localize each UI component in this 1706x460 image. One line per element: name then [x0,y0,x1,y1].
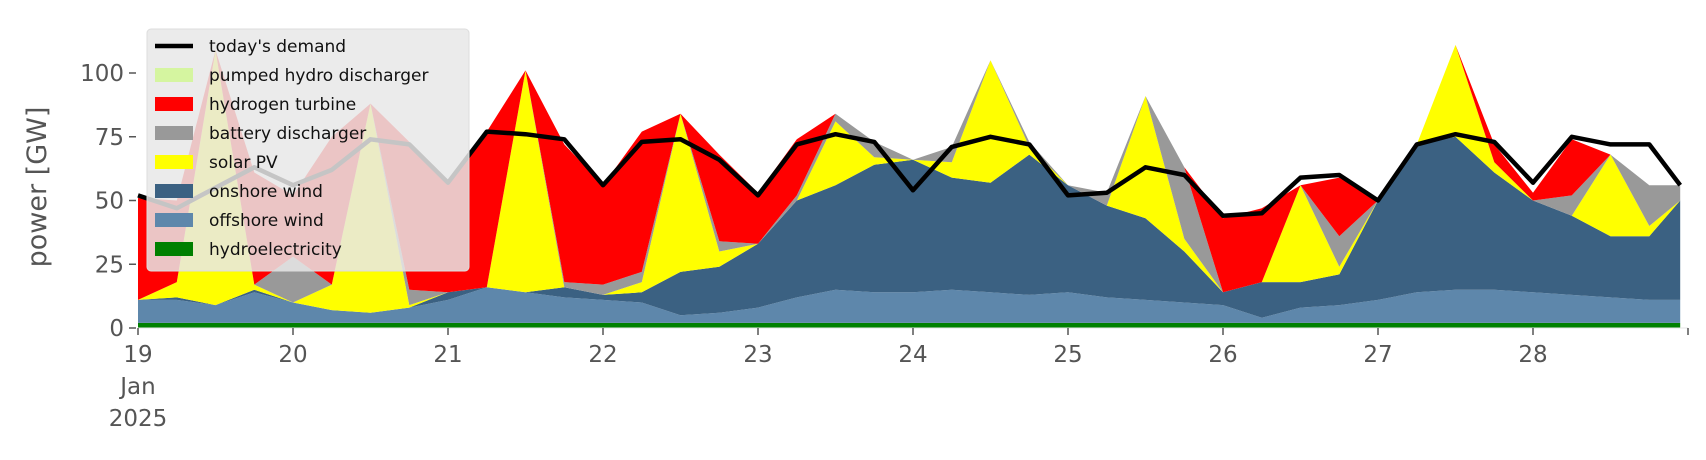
x-tick-label: 19 [123,342,152,368]
legend-label-today-s-demand: today's demand [209,37,346,57]
legend-swatch-offshore-wind [155,213,193,227]
legend: today's demand pumped hydro discharger hyd… [146,28,470,272]
area-hydroelectricity [138,322,1681,328]
x-tick-label: 25 [1053,342,1082,368]
y-tick-label: 75 [95,125,124,151]
x-tick-label: 27 [1363,342,1392,368]
area-solar-pv [138,44,1681,313]
x-tick-year-label: 2025 [109,406,168,432]
x-tick-label: 22 [588,342,617,368]
y-axis-label: power [GW] [22,107,53,268]
y-tick-label: 0 [109,316,124,342]
legend-label-onshore-wind: onshore wind [209,182,323,202]
legend-swatch-hydroelectricity [155,242,193,256]
area-series-group [138,44,1681,328]
y-axis-ticks: 0 25 50 75 100 [80,61,136,342]
legend-swatch-hydrogen-turbine [155,97,193,111]
y-tick-label: 100 [80,61,124,87]
x-tick-label: 26 [1208,342,1237,368]
y-tick-label: 50 [95,189,124,215]
axes-group: 0 25 50 75 100 19 Jan 2025 20 21 22 23 24 25 26 27 28 p… [22,61,1689,432]
legend-label-hydrogen-turbine: hydrogen turbine [209,95,356,115]
x-tick-label: 28 [1518,342,1547,368]
x-axis-ticks: 19 Jan 2025 20 21 22 23 24 25 26 27 28 [109,328,1689,432]
legend-label-offshore-wind: offshore wind [209,211,324,231]
area-onshore-wind [138,136,1681,318]
legend-swatch-battery-discharger [155,126,193,140]
legend-box [146,28,470,272]
legend-label-pumped-hydro-discharger: pumped hydro discharger [209,66,428,86]
x-tick-label: 21 [433,342,462,368]
y-tick-label: 25 [95,252,124,278]
legend-swatch-solar-pv [155,155,193,169]
x-tick-month-label: Jan [118,374,155,400]
legend-label-hydroelectricity: hydroelectricity [209,240,342,260]
area-battery-discharger [138,44,1681,306]
legend-label-battery-discharger: battery discharger [209,124,366,144]
legend-swatch-onshore-wind [155,184,193,198]
legend-swatch-pumped-hydro-discharger [155,68,193,82]
legend-label-solar-pv: solar PV [209,153,278,173]
x-tick-label: 20 [278,342,307,368]
x-tick-label: 24 [898,342,927,368]
x-tick-label: 23 [743,342,772,368]
area-offshore-wind [138,287,1681,323]
